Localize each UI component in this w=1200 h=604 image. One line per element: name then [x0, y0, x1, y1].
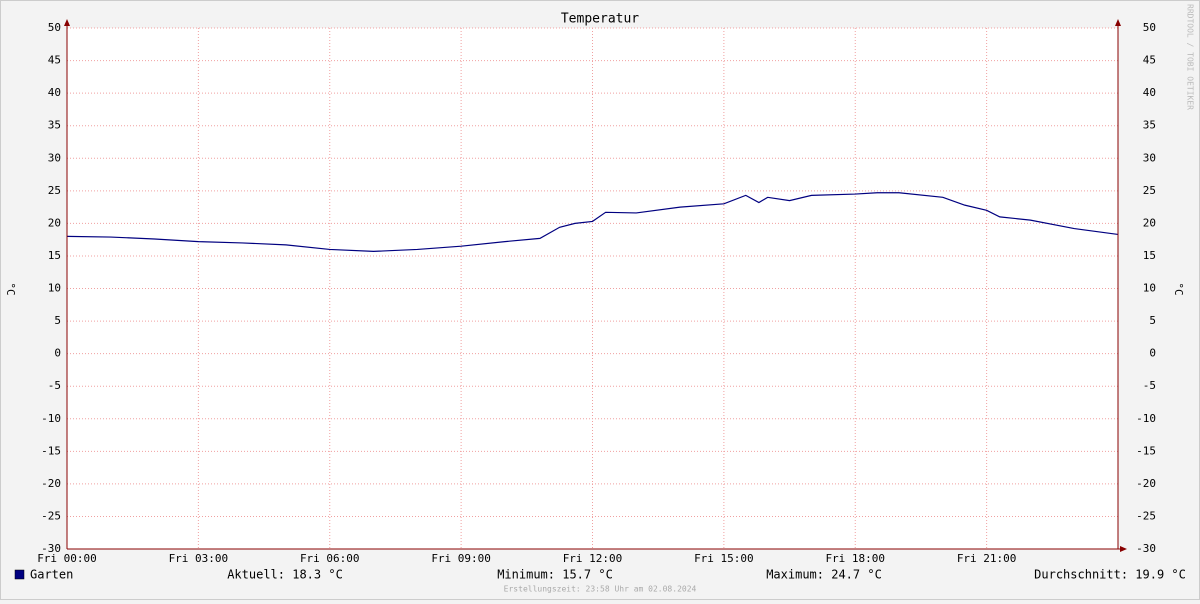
axis-arrow [64, 19, 70, 26]
y2-tick-label: 20 [1143, 216, 1156, 229]
y2-tick-label: 25 [1143, 184, 1156, 197]
y-axis-label: °C [4, 282, 17, 295]
y2-axis-label: °C [1172, 282, 1185, 295]
y-tick-label: -5 [48, 379, 61, 392]
y2-tick-label: -5 [1143, 379, 1156, 392]
y2-tick-label: 0 [1149, 347, 1156, 360]
y2-tick-label: -15 [1136, 444, 1156, 457]
y2-tick-label: 30 [1143, 151, 1156, 164]
legend-stat: Aktuell: 18.3 °C [227, 568, 343, 582]
y-tick-label: 50 [48, 21, 61, 34]
y2-tick-label: -25 [1136, 509, 1156, 522]
y2-tick-label: 50 [1143, 21, 1156, 34]
axis-arrow [1115, 19, 1121, 26]
y-tick-label: 40 [48, 86, 61, 99]
y2-tick-label: 10 [1143, 282, 1156, 295]
y2-tick-label: 35 [1143, 119, 1156, 132]
y2-tick-label: -10 [1136, 412, 1156, 425]
y-tick-label: 35 [48, 119, 61, 132]
data-line [66, 192, 1119, 252]
y2-tick-label: 40 [1143, 86, 1156, 99]
y-tick-label: 30 [48, 151, 61, 164]
y2-tick-label: 15 [1143, 249, 1156, 262]
y-tick-label: 10 [48, 282, 61, 295]
axis-arrow [1120, 546, 1127, 552]
y-tick-label: 5 [54, 314, 61, 327]
y-tick-label: -25 [41, 509, 61, 522]
x-tick-label: Fri 12:00 [563, 552, 623, 565]
y-tick-label: -20 [41, 477, 61, 490]
y-tick-label: -10 [41, 412, 61, 425]
legend-stat: Maximum: 24.7 °C [766, 568, 882, 582]
x-tick-label: Fri 09:00 [431, 552, 491, 565]
chart-title: Temperatur [561, 12, 639, 27]
y-tick-label: 20 [48, 216, 61, 229]
y-tick-label: -15 [41, 444, 61, 457]
legend-stat: Minimum: 15.7 °C [497, 568, 613, 582]
x-tick-label: Fri 21:00 [957, 552, 1017, 565]
y-tick-label: -30 [41, 542, 61, 555]
x-tick-label: Fri 03:00 [169, 552, 229, 565]
y2-tick-label: 45 [1143, 54, 1156, 67]
y-tick-label: 45 [48, 54, 61, 67]
y2-tick-label: -30 [1136, 542, 1156, 555]
legend-label: Garten [30, 568, 73, 582]
x-tick-label: Fri 06:00 [300, 552, 360, 565]
watermark: RRDTOOL / TOBI OETIKER [1186, 4, 1195, 110]
x-tick-label: Fri 18:00 [825, 552, 885, 565]
y-tick-label: 0 [54, 347, 61, 360]
legend-stat: Durchschnitt: 19.9 °C [1034, 568, 1186, 582]
x-tick-label: Fri 15:00 [694, 552, 754, 565]
y2-tick-label: -20 [1136, 477, 1156, 490]
x-tick-label: Fri 00:00 [37, 552, 97, 565]
y2-tick-label: 5 [1149, 314, 1156, 327]
footer: Erstellungszeit: 23:58 Uhr am 02.08.2024 [504, 585, 697, 594]
legend-swatch [14, 569, 25, 580]
y-tick-label: 25 [48, 184, 61, 197]
y-tick-label: 15 [48, 249, 61, 262]
